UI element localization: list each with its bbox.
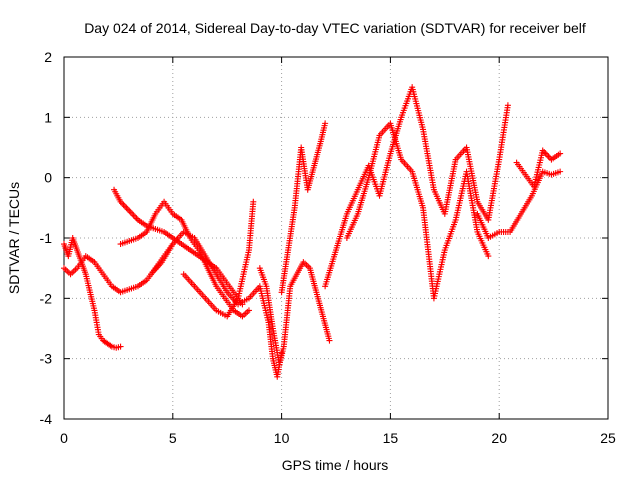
x-tick-label: 0 <box>60 430 68 446</box>
y-tick-label: -3 <box>40 351 53 367</box>
data-point <box>117 343 124 350</box>
series-track-h <box>278 120 329 296</box>
y-tick-label: -4 <box>40 411 53 427</box>
data-point <box>504 102 511 109</box>
y-tick-label: -2 <box>40 290 53 306</box>
data-point <box>124 206 131 213</box>
series-track-g <box>256 259 333 368</box>
axis-ticks: 0 5 10 15 20 25 -4 -3 -2 -1 0 1 2 <box>40 49 616 446</box>
x-axis-label: GPS time / hours <box>282 457 389 473</box>
series-track-e <box>148 228 285 380</box>
data-point <box>121 203 128 210</box>
x-tick-label: 10 <box>274 430 290 446</box>
data-point <box>127 209 134 216</box>
series-track-k <box>474 168 564 241</box>
series-track-i <box>322 84 511 290</box>
y-axis-label: SDTVAR / TECUs <box>6 182 22 294</box>
data-point <box>123 204 130 211</box>
series-track-l <box>513 147 564 190</box>
data-point <box>130 212 137 219</box>
series-track-a <box>61 235 124 351</box>
series-track-j <box>343 120 492 302</box>
data-point <box>129 210 136 217</box>
y-tick-label: 0 <box>44 170 52 186</box>
chart-title: Day 024 of 2014, Sidereal Day-to-day VTE… <box>84 20 586 36</box>
x-tick-label: 5 <box>169 430 177 446</box>
data-point <box>326 337 333 344</box>
data-point <box>322 120 329 127</box>
data-point <box>133 215 140 222</box>
y-tick-label: -1 <box>40 230 53 246</box>
grid-lines <box>64 57 608 419</box>
y-tick-label: 2 <box>44 49 52 65</box>
data-point <box>132 213 139 220</box>
data-markers <box>61 84 564 380</box>
x-tick-label: 25 <box>600 430 616 446</box>
data-point <box>485 253 492 260</box>
series-track-d <box>117 198 252 320</box>
data-point <box>557 150 564 157</box>
data-point <box>250 198 257 205</box>
x-tick-label: 15 <box>383 430 399 446</box>
data-point <box>126 207 133 214</box>
data-point <box>120 201 127 208</box>
x-tick-label: 20 <box>491 430 507 446</box>
y-tick-label: 1 <box>44 109 52 125</box>
data-point <box>245 307 252 314</box>
data-point <box>557 168 564 175</box>
series-track-f <box>180 198 257 320</box>
